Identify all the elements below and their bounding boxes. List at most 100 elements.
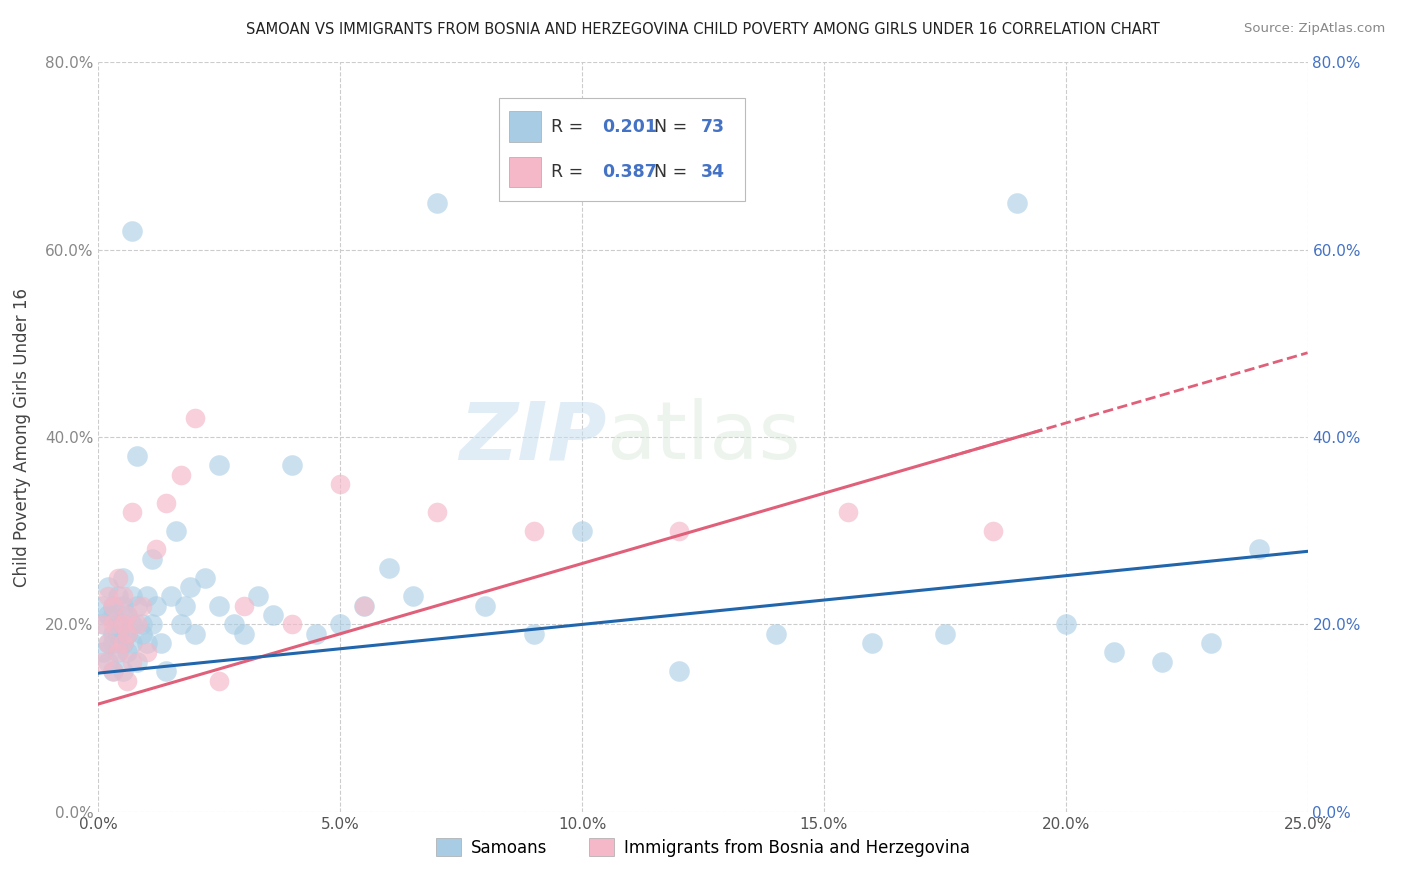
Point bbox=[111, 617, 134, 632]
Point bbox=[97, 580, 120, 594]
Point bbox=[765, 626, 787, 640]
Point bbox=[91, 599, 114, 613]
Point bbox=[121, 590, 143, 604]
Point bbox=[127, 449, 149, 463]
Point bbox=[111, 590, 134, 604]
Point bbox=[111, 617, 134, 632]
Point bbox=[232, 626, 254, 640]
Point bbox=[107, 646, 129, 660]
Point bbox=[377, 561, 399, 575]
Point bbox=[141, 551, 163, 566]
Legend: Samoans, Immigrants from Bosnia and Herzegovina: Samoans, Immigrants from Bosnia and Herz… bbox=[429, 832, 977, 863]
Point bbox=[91, 646, 114, 660]
Point bbox=[111, 664, 134, 679]
Point bbox=[160, 590, 183, 604]
Point bbox=[117, 673, 139, 688]
Point bbox=[145, 542, 167, 557]
Point bbox=[523, 524, 546, 538]
Point bbox=[121, 617, 143, 632]
Point bbox=[247, 590, 270, 604]
Point bbox=[281, 458, 304, 473]
Point bbox=[208, 673, 231, 688]
Point bbox=[353, 599, 375, 613]
Bar bbox=[509, 157, 541, 187]
Text: 73: 73 bbox=[702, 118, 725, 136]
Point bbox=[135, 636, 157, 650]
Point bbox=[127, 599, 149, 613]
Text: SAMOAN VS IMMIGRANTS FROM BOSNIA AND HERZEGOVINA CHILD POVERTY AMONG GIRLS UNDER: SAMOAN VS IMMIGRANTS FROM BOSNIA AND HER… bbox=[246, 22, 1160, 37]
Point bbox=[981, 524, 1004, 538]
Text: 34: 34 bbox=[702, 163, 725, 181]
Point bbox=[353, 599, 375, 613]
Point bbox=[97, 655, 120, 669]
Point bbox=[169, 467, 191, 482]
Point bbox=[97, 636, 120, 650]
Point bbox=[101, 599, 124, 613]
Point bbox=[111, 636, 134, 650]
Point bbox=[934, 626, 956, 640]
Point bbox=[668, 524, 690, 538]
Point bbox=[111, 636, 134, 650]
Point bbox=[155, 664, 177, 679]
Point bbox=[474, 599, 496, 613]
Point bbox=[127, 655, 149, 669]
Point bbox=[135, 646, 157, 660]
Point bbox=[262, 608, 284, 623]
Point bbox=[107, 590, 129, 604]
Point bbox=[426, 195, 449, 210]
Point bbox=[184, 411, 207, 425]
Text: N =: N = bbox=[654, 163, 693, 181]
Point bbox=[127, 617, 149, 632]
Point bbox=[101, 599, 124, 613]
Point bbox=[174, 599, 197, 613]
Point bbox=[208, 458, 231, 473]
Point bbox=[668, 664, 690, 679]
Text: R =: R = bbox=[551, 118, 589, 136]
Point bbox=[1102, 646, 1125, 660]
Point bbox=[117, 626, 139, 640]
Point bbox=[121, 655, 143, 669]
Text: R =: R = bbox=[551, 163, 589, 181]
Point bbox=[860, 636, 883, 650]
Point bbox=[91, 617, 114, 632]
Point bbox=[131, 626, 153, 640]
Point bbox=[150, 636, 173, 650]
Point bbox=[179, 580, 201, 594]
Point bbox=[101, 636, 124, 650]
Text: 0.201: 0.201 bbox=[603, 118, 658, 136]
Point bbox=[97, 608, 120, 623]
Point bbox=[1007, 195, 1029, 210]
Point bbox=[281, 617, 304, 632]
Point bbox=[131, 599, 153, 613]
Point bbox=[107, 626, 129, 640]
Text: 0.387: 0.387 bbox=[603, 163, 657, 181]
Point bbox=[97, 590, 120, 604]
Point bbox=[101, 608, 124, 623]
Point bbox=[141, 617, 163, 632]
Point bbox=[101, 626, 124, 640]
Point bbox=[91, 655, 114, 669]
Point bbox=[131, 617, 153, 632]
Point bbox=[101, 664, 124, 679]
Point bbox=[208, 599, 231, 613]
Y-axis label: Child Poverty Among Girls Under 16: Child Poverty Among Girls Under 16 bbox=[13, 287, 31, 587]
Point bbox=[169, 617, 191, 632]
Point bbox=[107, 571, 129, 585]
Text: Source: ZipAtlas.com: Source: ZipAtlas.com bbox=[1244, 22, 1385, 36]
FancyBboxPatch shape bbox=[499, 98, 745, 201]
Point bbox=[426, 505, 449, 519]
Point bbox=[1249, 542, 1271, 557]
Point bbox=[837, 505, 859, 519]
Text: atlas: atlas bbox=[606, 398, 800, 476]
Point bbox=[101, 664, 124, 679]
Point bbox=[121, 224, 143, 238]
Point bbox=[184, 626, 207, 640]
Point bbox=[194, 571, 217, 585]
Point bbox=[523, 626, 546, 640]
Point bbox=[117, 646, 139, 660]
Point bbox=[135, 590, 157, 604]
Point bbox=[1152, 655, 1174, 669]
Point bbox=[117, 608, 139, 623]
Point bbox=[165, 524, 187, 538]
Point bbox=[155, 496, 177, 510]
